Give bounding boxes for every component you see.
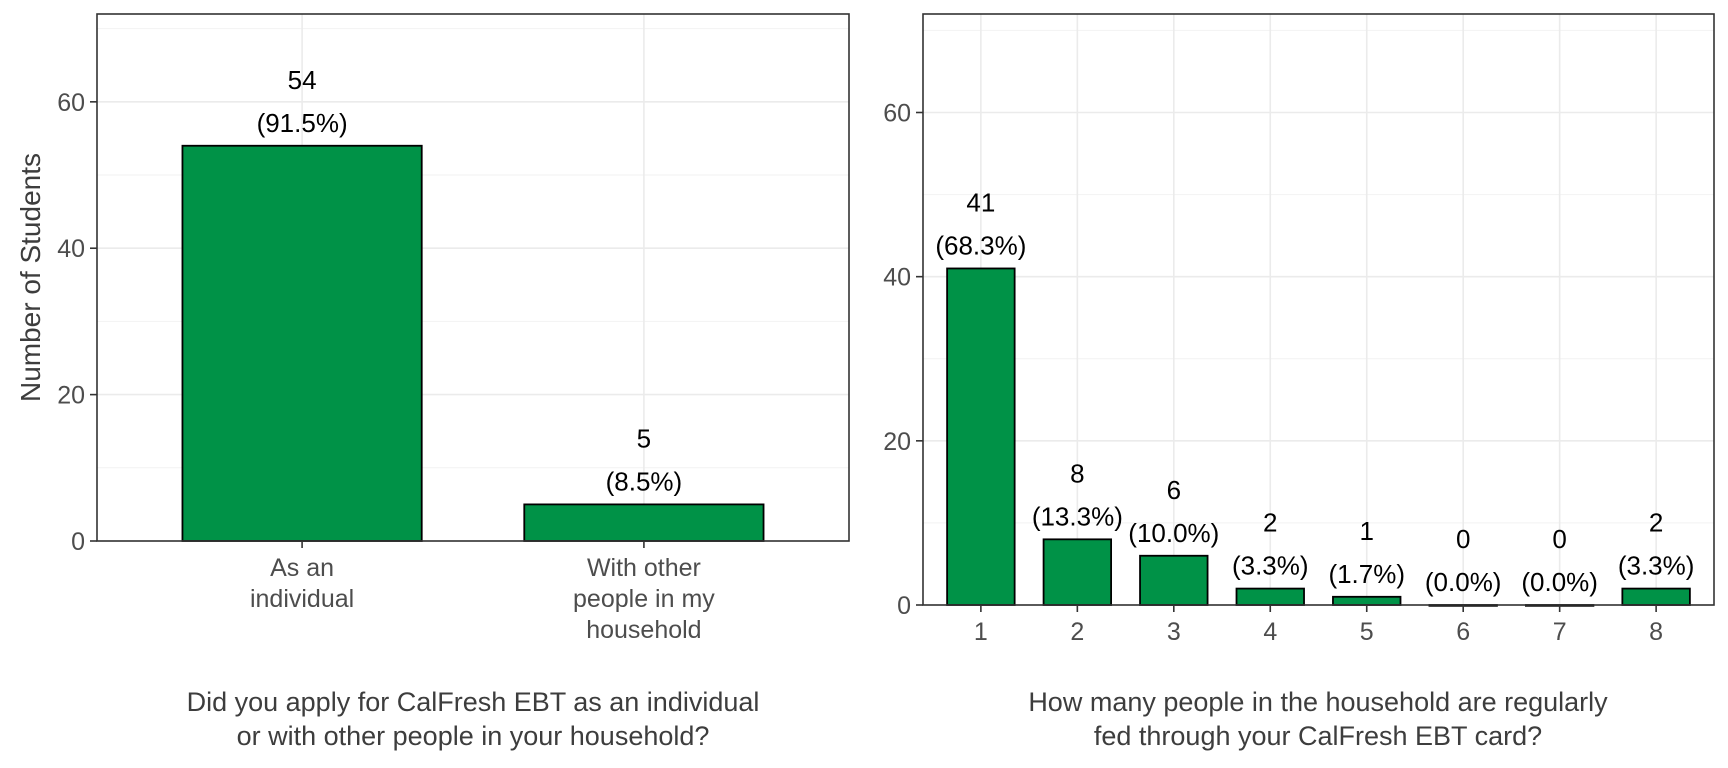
x-tick-label: 2 xyxy=(1070,618,1084,646)
chart-title: or with other people in your household? xyxy=(237,721,710,751)
bar-percent-label: (68.3%) xyxy=(935,230,1026,260)
bar-count-label: 2 xyxy=(1649,508,1663,538)
y-tick-label: 0 xyxy=(897,592,911,620)
x-tick-label: 4 xyxy=(1263,618,1277,646)
x-tick-label: household xyxy=(586,616,701,644)
bar xyxy=(1332,595,1402,606)
bar xyxy=(1235,587,1305,606)
bar-count-label: 5 xyxy=(637,423,651,453)
y-tick-label: 40 xyxy=(57,235,85,263)
bar xyxy=(1139,554,1209,606)
bar-percent-label: (3.3%) xyxy=(1232,551,1309,581)
y-axis-label: Number of Students xyxy=(15,153,46,402)
bar-percent-label: (91.5%) xyxy=(257,108,348,138)
bar-count-label: 8 xyxy=(1070,458,1084,488)
chart-title: How many people in the household are reg… xyxy=(1028,687,1608,717)
x-tick-label: 3 xyxy=(1167,618,1181,646)
bar-percent-label: (10.0%) xyxy=(1128,518,1219,548)
panel-border xyxy=(922,13,1715,606)
bar xyxy=(1621,587,1691,606)
x-tick-label: 1 xyxy=(974,618,988,646)
bar-percent-label: (3.3%) xyxy=(1618,551,1695,581)
y-tick-label: 40 xyxy=(883,264,911,292)
y-tick-label: 60 xyxy=(883,100,911,128)
x-tick-label: 7 xyxy=(1553,618,1567,646)
bar-count-label: 1 xyxy=(1359,516,1373,546)
bar-count-label: 54 xyxy=(288,65,317,95)
y-tick-label: 20 xyxy=(883,428,911,456)
bar-percent-label: (0.0%) xyxy=(1425,567,1502,597)
x-tick-label: 5 xyxy=(1360,618,1374,646)
bar xyxy=(523,503,765,542)
bar-percent-label: (1.7%) xyxy=(1328,559,1405,589)
y-tick-label: 20 xyxy=(57,382,85,410)
bar xyxy=(181,144,423,542)
x-tick-label: 6 xyxy=(1456,618,1470,646)
x-tick-label: 8 xyxy=(1649,618,1663,646)
x-tick-label: As an xyxy=(270,554,334,582)
y-tick-label: 60 xyxy=(57,89,85,117)
y-tick-label: 0 xyxy=(71,528,85,556)
x-tick-label: With other xyxy=(587,554,701,582)
bar xyxy=(1042,538,1113,606)
bar-count-label: 0 xyxy=(1552,524,1566,554)
bar-percent-label: (13.3%) xyxy=(1032,501,1123,531)
x-tick-label: individual xyxy=(250,585,354,613)
bar xyxy=(946,267,1016,606)
bar-count-label: 0 xyxy=(1456,524,1470,554)
bar-percent-label: (0.0%) xyxy=(1521,567,1598,597)
chart-title: Did you apply for CalFresh EBT as an ind… xyxy=(187,687,760,717)
chart-title: fed through your CalFresh EBT card? xyxy=(1094,721,1542,751)
bar-count-label: 41 xyxy=(966,187,995,217)
panel-border xyxy=(96,13,850,542)
bar-count-label: 2 xyxy=(1263,508,1277,538)
x-tick-label: people in my xyxy=(573,585,715,613)
bar-count-label: 6 xyxy=(1167,475,1181,505)
bar-percent-label: (8.5%) xyxy=(606,466,683,496)
